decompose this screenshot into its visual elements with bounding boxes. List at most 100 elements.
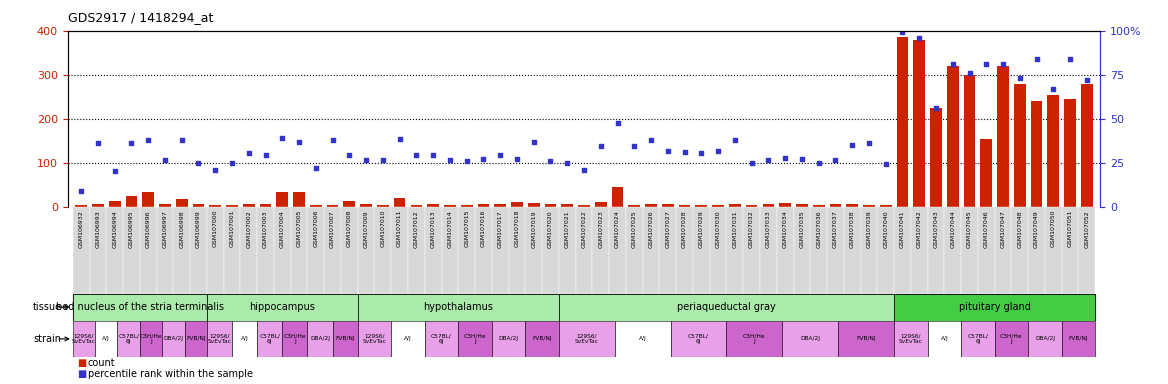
Point — [1061, 56, 1079, 62]
Point — [558, 160, 577, 166]
Text: GSM107000: GSM107000 — [213, 210, 217, 247]
Point — [189, 160, 208, 166]
Text: GSM107046: GSM107046 — [983, 210, 989, 248]
Bar — [578, 205, 590, 207]
Point — [306, 164, 325, 170]
Text: GSM107032: GSM107032 — [749, 210, 755, 248]
Text: GSM107008: GSM107008 — [347, 210, 352, 247]
Point — [340, 152, 359, 158]
FancyBboxPatch shape — [207, 294, 357, 321]
FancyBboxPatch shape — [1011, 207, 1028, 294]
Bar — [628, 205, 640, 207]
FancyBboxPatch shape — [291, 207, 307, 294]
Text: GSM107028: GSM107028 — [682, 210, 687, 248]
Point — [71, 188, 90, 194]
Text: GSM107024: GSM107024 — [616, 210, 620, 248]
Point — [743, 160, 762, 166]
FancyBboxPatch shape — [676, 207, 693, 294]
Text: A/J: A/J — [241, 336, 249, 341]
Text: GSM107016: GSM107016 — [481, 210, 486, 247]
Bar — [897, 37, 909, 207]
Point — [491, 152, 509, 158]
Bar — [209, 205, 221, 207]
FancyBboxPatch shape — [811, 207, 827, 294]
Text: bed nucleus of the stria terminalis: bed nucleus of the stria terminalis — [56, 302, 224, 312]
FancyBboxPatch shape — [614, 321, 670, 357]
FancyBboxPatch shape — [425, 207, 442, 294]
FancyBboxPatch shape — [274, 207, 291, 294]
Text: hippocampus: hippocampus — [249, 302, 315, 312]
Text: GSM107050: GSM107050 — [1051, 210, 1056, 247]
Point — [691, 151, 710, 157]
Bar — [947, 66, 959, 207]
Text: C57BL/
6J: C57BL/ 6J — [688, 334, 709, 344]
Bar — [595, 202, 606, 207]
FancyBboxPatch shape — [642, 207, 660, 294]
Text: GSM107003: GSM107003 — [263, 210, 267, 248]
FancyBboxPatch shape — [458, 321, 492, 357]
Text: GSM106994: GSM106994 — [112, 210, 117, 248]
FancyBboxPatch shape — [526, 207, 542, 294]
Point — [944, 61, 962, 67]
Bar — [964, 75, 975, 207]
Point — [976, 61, 995, 67]
FancyBboxPatch shape — [118, 321, 140, 357]
FancyBboxPatch shape — [961, 207, 978, 294]
FancyBboxPatch shape — [72, 321, 95, 357]
Text: GSM107040: GSM107040 — [883, 210, 888, 248]
Text: GSM107044: GSM107044 — [951, 210, 955, 248]
FancyBboxPatch shape — [839, 321, 894, 357]
FancyBboxPatch shape — [458, 207, 475, 294]
Text: GSM107043: GSM107043 — [933, 210, 939, 248]
Point — [223, 160, 242, 166]
Point — [894, 30, 912, 36]
FancyBboxPatch shape — [1045, 207, 1062, 294]
Text: ■: ■ — [77, 369, 86, 379]
FancyBboxPatch shape — [307, 207, 325, 294]
Point — [625, 143, 644, 149]
Bar — [142, 192, 154, 207]
Bar — [159, 204, 171, 207]
FancyBboxPatch shape — [693, 207, 710, 294]
FancyBboxPatch shape — [357, 207, 375, 294]
Text: GSM107049: GSM107049 — [1034, 210, 1040, 248]
FancyBboxPatch shape — [475, 207, 492, 294]
Text: 129S6/
SvEvTac: 129S6/ SvEvTac — [362, 334, 387, 344]
FancyBboxPatch shape — [391, 207, 408, 294]
FancyBboxPatch shape — [576, 207, 592, 294]
Text: GSM106997: GSM106997 — [162, 210, 167, 248]
FancyBboxPatch shape — [726, 207, 743, 294]
Point — [659, 148, 677, 154]
FancyBboxPatch shape — [894, 207, 911, 294]
Bar — [729, 204, 741, 207]
FancyBboxPatch shape — [140, 321, 162, 357]
Bar — [880, 205, 891, 207]
Bar — [528, 203, 540, 207]
FancyBboxPatch shape — [592, 207, 610, 294]
Bar — [377, 205, 389, 207]
FancyBboxPatch shape — [660, 207, 676, 294]
Text: 129S6/
SvEvTac: 129S6/ SvEvTac — [899, 334, 923, 344]
FancyBboxPatch shape — [72, 207, 90, 294]
Bar — [293, 192, 305, 207]
FancyBboxPatch shape — [157, 207, 173, 294]
Bar — [1014, 84, 1026, 207]
Point — [424, 152, 443, 158]
Text: GSM107052: GSM107052 — [1084, 210, 1090, 248]
FancyBboxPatch shape — [173, 207, 190, 294]
Point — [725, 137, 744, 143]
Point — [474, 156, 493, 162]
Bar — [712, 205, 724, 207]
FancyBboxPatch shape — [95, 321, 118, 357]
Bar — [92, 204, 104, 207]
Text: GSM107004: GSM107004 — [280, 210, 285, 248]
Point — [458, 158, 477, 164]
Text: tissue: tissue — [33, 302, 62, 312]
Bar — [813, 205, 825, 207]
Text: ■: ■ — [77, 358, 86, 368]
Text: C3H/He
J: C3H/He J — [284, 334, 306, 344]
Bar — [544, 204, 556, 207]
FancyBboxPatch shape — [492, 321, 526, 357]
Point — [406, 152, 425, 158]
FancyBboxPatch shape — [861, 207, 877, 294]
